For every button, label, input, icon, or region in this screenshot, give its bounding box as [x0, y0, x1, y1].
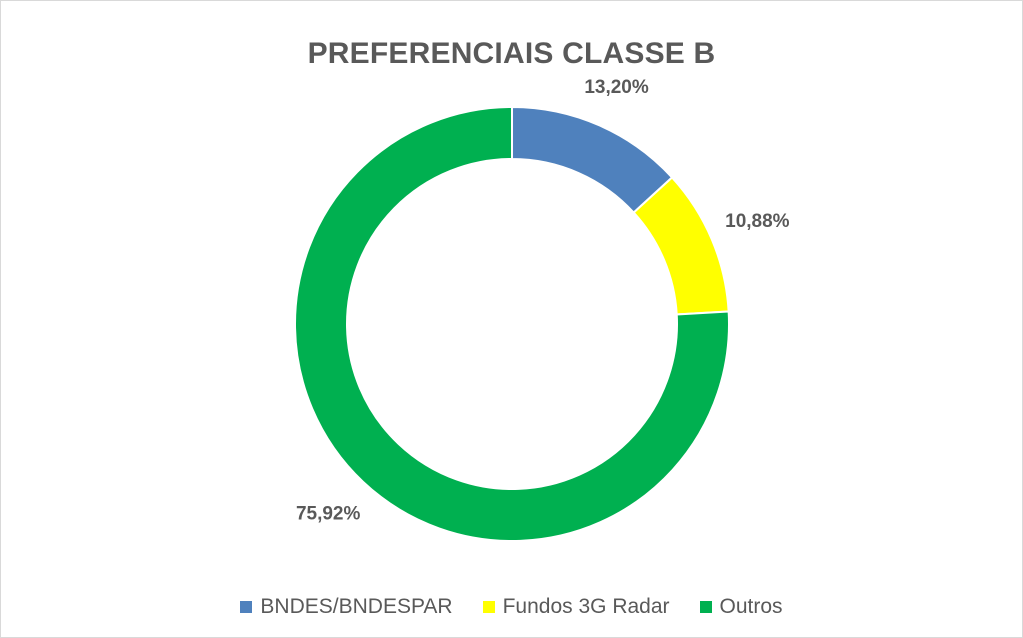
legend-label-fundos: Fundos 3G Radar	[502, 595, 670, 618]
donut-slice-bndes	[511, 105, 674, 214]
legend-swatch-fundos	[482, 601, 495, 613]
data-label-fundos: 10,88%	[725, 211, 790, 232]
legend-swatch-outros	[699, 601, 712, 613]
legend-item-fundos: Fundos 3G Radar	[482, 595, 670, 619]
legend-label-bndes: BNDES/BNDESPAR	[260, 595, 453, 618]
donut-chart: 13,20% 10,88% 75,92%	[294, 77, 790, 542]
data-label-bndes: 13,20%	[584, 77, 649, 98]
legend-item-bndes: BNDES/BNDESPAR	[240, 595, 453, 619]
chart-legend: BNDES/BNDESPAR Fundos 3G Radar Outros	[1, 595, 1022, 619]
data-label-outros: 75,92%	[296, 504, 361, 525]
legend-label-outros: Outros	[719, 595, 783, 618]
donut-slice-outros	[294, 105, 730, 542]
legend-swatch-bndes	[240, 601, 253, 613]
legend-item-outros: Outros	[699, 595, 783, 619]
chart-title: PREFERENCIAIS CLASSE B	[307, 37, 716, 70]
